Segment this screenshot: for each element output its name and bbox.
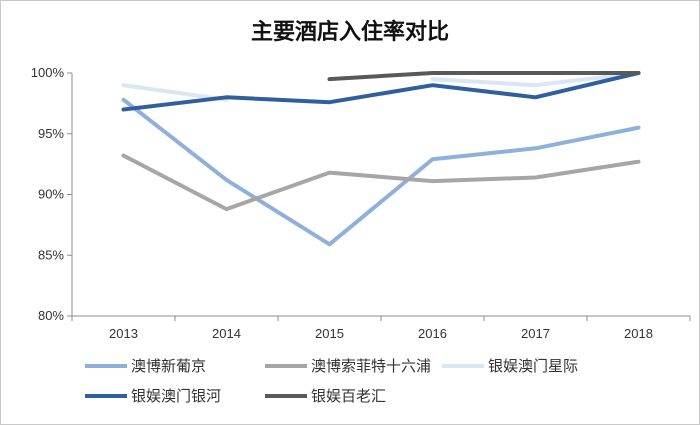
x-tick-label: 2018 <box>624 326 653 341</box>
x-tick-label: 2013 <box>109 326 138 341</box>
y-tick-label: 85% <box>38 247 64 262</box>
series-line <box>121 153 641 212</box>
y-tick-label: 80% <box>38 308 64 323</box>
y-tick-label: 90% <box>38 187 64 202</box>
chart-title: 主要酒店入住率对比 <box>250 19 449 45</box>
x-tick-label: 2017 <box>521 326 550 341</box>
x-tick-label: 2014 <box>212 326 241 341</box>
legend-label: 澳博新葡京 <box>131 357 206 375</box>
axes: 80% 85% 90% 95% 100% 2013 2014 2015 2016 2017 2018 <box>31 65 691 341</box>
series-line <box>327 71 641 82</box>
series-line <box>121 97 641 247</box>
x-tick-label: 2015 <box>315 326 344 341</box>
series-line <box>430 71 641 88</box>
series-lines <box>121 71 641 247</box>
x-tick-label: 2016 <box>418 326 447 341</box>
legend-label: 澳博索菲特十六浦 <box>311 357 431 375</box>
y-tick-label: 95% <box>38 126 64 141</box>
series-line <box>121 71 641 112</box>
series-line <box>121 83 229 102</box>
y-tick-label: 100% <box>31 65 65 80</box>
legend-label: 银娱百老汇 <box>311 387 386 405</box>
legend-label: 银娱澳门银河 <box>131 387 221 405</box>
legend-label: 银娱澳门星际 <box>488 357 578 375</box>
